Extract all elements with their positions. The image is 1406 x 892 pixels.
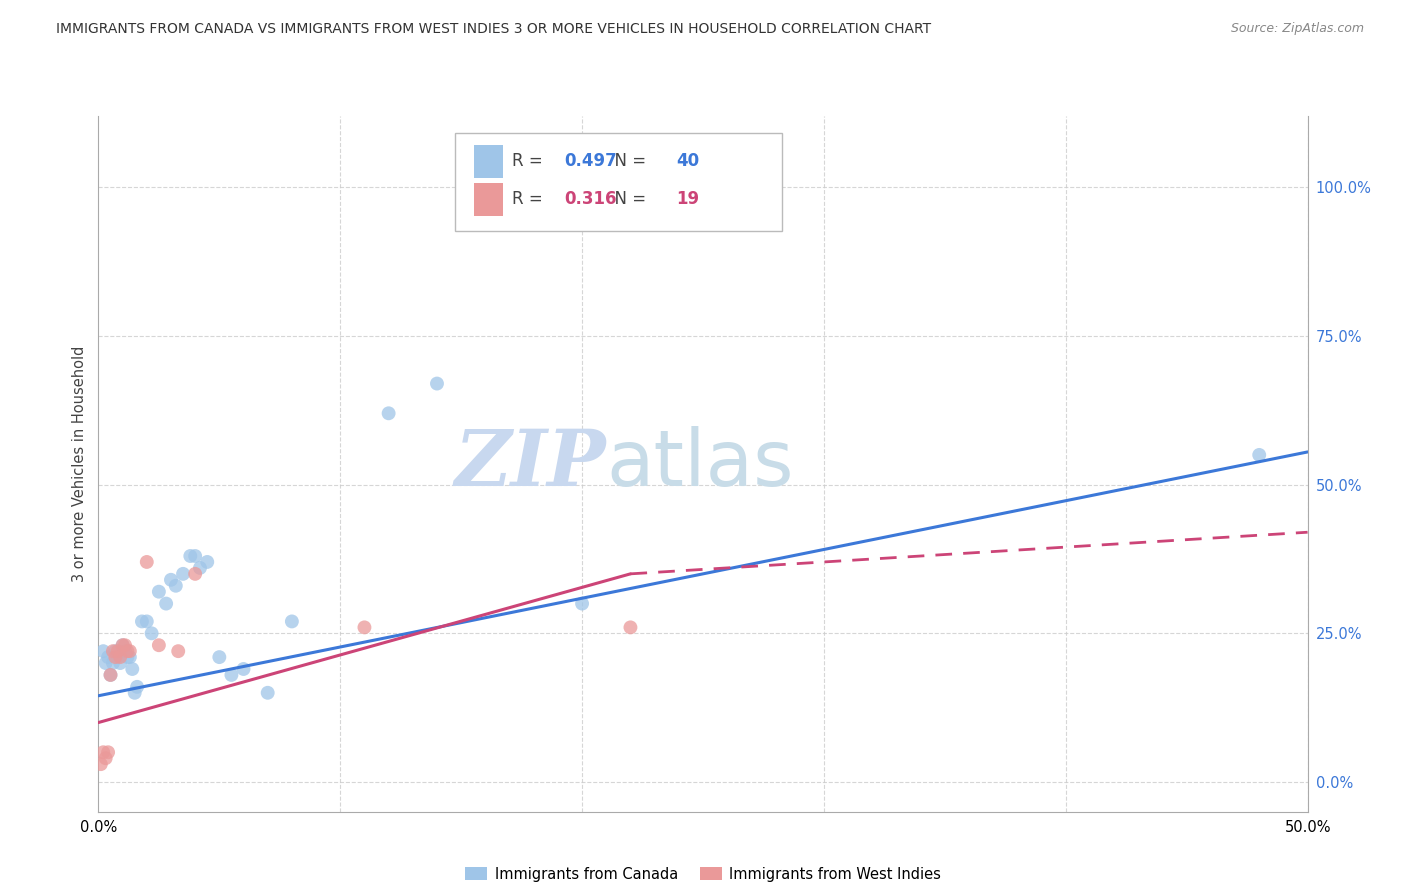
Text: R =: R =: [512, 191, 548, 209]
Point: [155, 597, 177, 611]
Point: [101, 644, 124, 658]
Text: 0.316: 0.316: [564, 191, 616, 209]
Text: R =: R =: [512, 153, 548, 170]
Point: [117, 644, 139, 658]
Text: N =: N =: [603, 191, 651, 209]
Point: [195, 555, 218, 569]
Point: [172, 566, 194, 581]
Point: [101, 656, 124, 670]
Point: [160, 573, 183, 587]
Point: [91, 644, 114, 658]
Point: [135, 555, 157, 569]
Point: [118, 650, 141, 665]
Point: [100, 668, 122, 682]
Point: [111, 638, 134, 652]
Point: [148, 638, 170, 652]
Point: [94, 656, 117, 670]
Point: [619, 620, 641, 634]
Point: [94, 751, 117, 765]
Point: [127, 680, 149, 694]
Point: [108, 656, 131, 670]
Point: [179, 549, 201, 563]
Point: [165, 579, 187, 593]
Point: [117, 650, 139, 665]
Point: [377, 406, 399, 420]
Point: [353, 620, 375, 634]
Point: [90, 757, 112, 772]
Point: [121, 662, 143, 676]
Point: [1249, 448, 1271, 462]
Point: [256, 686, 278, 700]
Text: 19: 19: [676, 191, 700, 209]
Point: [281, 615, 304, 629]
Point: [114, 644, 136, 658]
Legend: Immigrants from Canada, Immigrants from West Indies: Immigrants from Canada, Immigrants from …: [460, 861, 946, 888]
Point: [184, 549, 207, 563]
Point: [107, 650, 129, 665]
Point: [104, 644, 127, 658]
Point: [184, 566, 207, 581]
Point: [124, 686, 146, 700]
Text: atlas: atlas: [606, 425, 794, 502]
Point: [135, 615, 157, 629]
FancyBboxPatch shape: [456, 134, 782, 231]
Point: [91, 745, 114, 759]
FancyBboxPatch shape: [474, 145, 503, 178]
Text: N =: N =: [603, 153, 651, 170]
Point: [221, 668, 243, 682]
Text: 40: 40: [676, 153, 700, 170]
Point: [114, 638, 136, 652]
Point: [208, 650, 231, 665]
Point: [104, 650, 127, 665]
Point: [167, 644, 190, 658]
Point: [131, 615, 153, 629]
Point: [188, 561, 211, 575]
Text: 0.497: 0.497: [564, 153, 617, 170]
Point: [141, 626, 163, 640]
Point: [426, 376, 449, 391]
Point: [232, 662, 254, 676]
Y-axis label: 3 or more Vehicles in Household: 3 or more Vehicles in Household: [72, 346, 87, 582]
Point: [571, 597, 593, 611]
Text: ZIP: ZIP: [454, 425, 606, 502]
Point: [97, 745, 120, 759]
Text: Source: ZipAtlas.com: Source: ZipAtlas.com: [1230, 22, 1364, 36]
Point: [111, 638, 134, 652]
Point: [108, 650, 131, 665]
Point: [668, 180, 690, 194]
FancyBboxPatch shape: [474, 183, 503, 216]
Point: [107, 644, 129, 658]
Point: [148, 584, 170, 599]
Point: [100, 668, 122, 682]
Text: IMMIGRANTS FROM CANADA VS IMMIGRANTS FROM WEST INDIES 3 OR MORE VEHICLES IN HOUS: IMMIGRANTS FROM CANADA VS IMMIGRANTS FRO…: [56, 22, 931, 37]
Point: [97, 650, 120, 665]
Point: [118, 644, 141, 658]
